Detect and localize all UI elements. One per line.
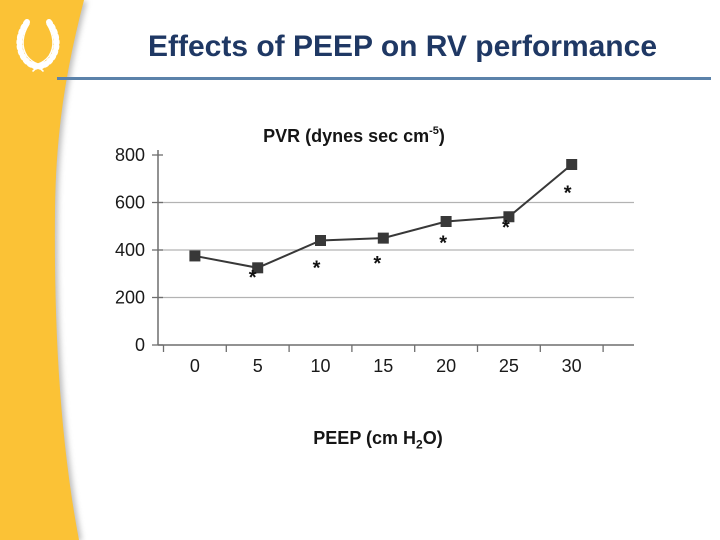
significance-asterisk: * (502, 217, 510, 239)
x-tick-label: 5 (253, 356, 263, 376)
data-point-marker (377, 232, 389, 244)
x-tick-label: 30 (562, 356, 582, 376)
chart-title-close: ) (438, 126, 445, 146)
data-point-marker (440, 216, 452, 227)
data-point-marker (252, 262, 264, 274)
title-underline (57, 77, 711, 80)
x-tick-label: 0 (190, 356, 200, 376)
y-tick-label: 800 (115, 145, 145, 165)
x-tick-label: 15 (373, 356, 393, 376)
y-tick-label: 400 (115, 240, 145, 260)
data-point-marker (503, 211, 515, 223)
data-line (194, 163, 573, 269)
x-tick-label: 25 (499, 356, 519, 376)
significance-asterisk: * (249, 267, 257, 289)
chart-title-base: PVR (dynes sec cm (263, 126, 430, 146)
significance-asterisk: * (564, 183, 572, 205)
significance-asterisk: * (373, 253, 381, 275)
significance-asterisk: * (439, 233, 447, 255)
data-point-marker (189, 250, 201, 262)
yellow-sidebar-shape (0, 0, 84, 540)
data-point-marker (315, 235, 326, 246)
x-tick-label: 10 (310, 356, 330, 376)
y-tick-label: 600 (115, 193, 145, 213)
chart-title: PVR (dynes sec cm-5) (158, 125, 550, 147)
x-axis-title: PEEP (cm H2O) (158, 428, 598, 452)
laurel-wreath-icon (16, 19, 60, 72)
chart-title-superscript: -5 (429, 125, 439, 137)
yellow-sidebar (0, 0, 84, 540)
slide-title: Effects of PEEP on RV performance (147, 30, 658, 63)
x-tick-label: 20 (436, 356, 456, 376)
x-axis-title-base: PEEP (cm H (313, 428, 417, 448)
significance-asterisk: * (313, 258, 321, 280)
x-axis-title-close: O) (422, 428, 443, 448)
y-tick-label: 200 (115, 288, 145, 308)
data-point-marker (566, 159, 578, 170)
y-tick-label: 0 (135, 335, 145, 355)
x-axis-title-subscript: 2 (416, 437, 423, 452)
